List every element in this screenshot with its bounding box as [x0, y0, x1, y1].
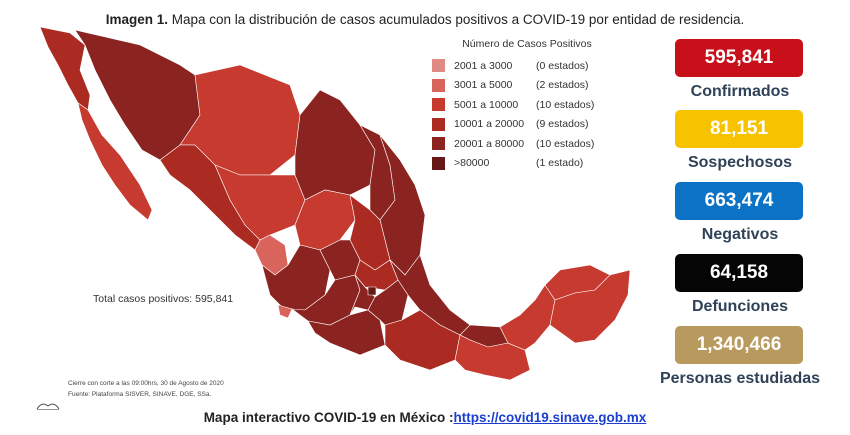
legend-swatch — [432, 98, 445, 112]
region-guerrero — [307, 309, 386, 356]
region-baja-california-sur — [77, 102, 153, 221]
figure-title-text: Mapa con la distribución de casos acumul… — [167, 12, 745, 27]
region-estado-de-mexico — [349, 274, 376, 316]
region-coahuila — [294, 89, 376, 201]
legend-range: 3001 a 5000 — [454, 79, 513, 92]
cutoff-note: Cierre con corte a las 09:00hrs, 30 de A… — [68, 380, 224, 387]
legend-item: 10001 a 20000 (9 estados) — [432, 115, 622, 135]
legend-count: (2 estados) — [536, 79, 589, 92]
legend-range: 10001 a 20000 — [454, 118, 525, 131]
legend-range: >80000 — [454, 157, 490, 170]
figure-title: Imagen 1. Mapa con la distribución de ca… — [0, 12, 850, 27]
region-colima — [277, 304, 293, 319]
legend-title: Número de Casos Positivos — [462, 38, 592, 50]
logo-icon — [36, 403, 60, 410]
legend-item: 5001 a 10000 (10 estados) — [432, 95, 622, 115]
legend-count: (10 estados) — [536, 98, 595, 111]
legend-item: 3001 a 5000 (2 estados) — [432, 76, 622, 96]
legend-range: 2001 a 3000 — [454, 59, 513, 72]
legend-swatch — [432, 156, 445, 170]
region-quintana-roo — [549, 269, 631, 344]
stat-value-box: 595,841 — [675, 39, 803, 77]
mexico-map — [30, 25, 640, 390]
legend-swatch — [432, 137, 445, 151]
stat-value-box: 64,158 — [675, 254, 803, 292]
legend-count: (1 estado) — [536, 157, 584, 170]
stat-label: Sospechosos — [687, 154, 793, 171]
legend-range: 5001 a 10000 — [454, 98, 519, 111]
legend-item: 2001 a 3000 (0 estados) — [432, 56, 622, 76]
total-cases-label: Total casos positivos: 595,841 — [93, 293, 234, 305]
legend-range: 20001 a 80000 — [454, 137, 525, 150]
legend-item: 20001 a 80000 (10 estados) — [432, 134, 622, 154]
stat-label: Confirmados — [690, 83, 790, 100]
legend: Número de Casos Positivos 2001 a 3000 (0 … — [432, 38, 622, 173]
legend-rows: 2001 a 3000 (0 estados) 3001 a 5000 (2 esta… — [432, 56, 622, 173]
legend-swatch — [432, 59, 445, 73]
legend-count: (9 estados) — [536, 118, 589, 131]
bottom-note: Mapa interactivo COVID-19 en México :htt… — [0, 410, 850, 425]
stat-label: Defunciones — [691, 298, 788, 315]
legend-count: (10 estados) — [536, 137, 595, 150]
legend-swatch — [432, 117, 445, 131]
bottom-note-text: Mapa interactivo COVID-19 en México : — [203, 410, 454, 425]
stat-value-box: 81,151 — [675, 110, 803, 148]
stat-value-box: 663,474 — [675, 182, 803, 220]
legend-item: >80000 (1 estado) — [432, 154, 622, 174]
region-campeche — [499, 284, 556, 351]
stat-label: Personas estudiadas — [659, 370, 821, 387]
stat-label: Negativos — [701, 226, 779, 243]
mexico-map-svg — [39, 26, 631, 381]
source-note: Fuente: Plataforma SISVER, SINAVE, DGE, … — [68, 391, 212, 398]
figure-title-prefix: Imagen 1. — [105, 12, 168, 27]
legend-swatch — [432, 78, 445, 92]
legend-count: (0 estados) — [536, 59, 589, 72]
map-link[interactable]: https://covid19.sinave.gob.mx — [453, 410, 647, 425]
stat-value-box: 1,340,466 — [675, 326, 803, 364]
region-cdmx — [367, 286, 377, 296]
